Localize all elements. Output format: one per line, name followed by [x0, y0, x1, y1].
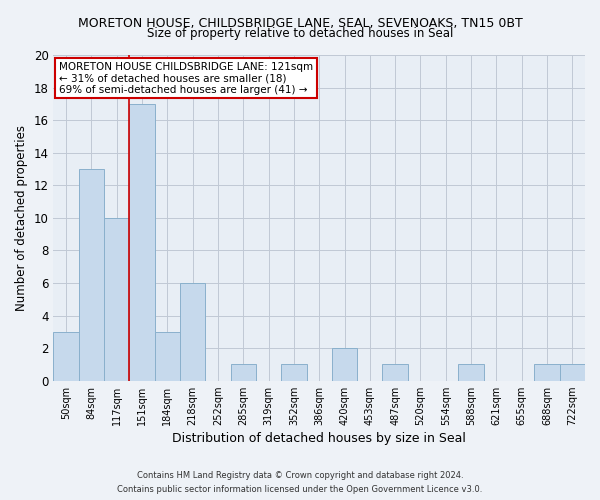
Bar	[332, 348, 357, 380]
Bar	[180, 283, 205, 380]
Bar	[560, 364, 585, 380]
Bar	[79, 169, 104, 380]
Bar	[535, 364, 560, 380]
Bar	[458, 364, 484, 380]
Text: Contains HM Land Registry data © Crown copyright and database right 2024.
Contai: Contains HM Land Registry data © Crown c…	[118, 472, 482, 494]
Bar	[155, 332, 180, 380]
Bar	[382, 364, 408, 380]
Bar	[53, 332, 79, 380]
X-axis label: Distribution of detached houses by size in Seal: Distribution of detached houses by size …	[172, 432, 466, 445]
Text: Size of property relative to detached houses in Seal: Size of property relative to detached ho…	[147, 28, 453, 40]
Bar	[130, 104, 155, 380]
Text: MORETON HOUSE CHILDSBRIDGE LANE: 121sqm
← 31% of detached houses are smaller (18: MORETON HOUSE CHILDSBRIDGE LANE: 121sqm …	[59, 62, 313, 94]
Text: MORETON HOUSE, CHILDSBRIDGE LANE, SEAL, SEVENOAKS, TN15 0BT: MORETON HOUSE, CHILDSBRIDGE LANE, SEAL, …	[77, 18, 523, 30]
Y-axis label: Number of detached properties: Number of detached properties	[15, 125, 28, 311]
Bar	[281, 364, 307, 380]
Bar	[104, 218, 130, 380]
Bar	[230, 364, 256, 380]
